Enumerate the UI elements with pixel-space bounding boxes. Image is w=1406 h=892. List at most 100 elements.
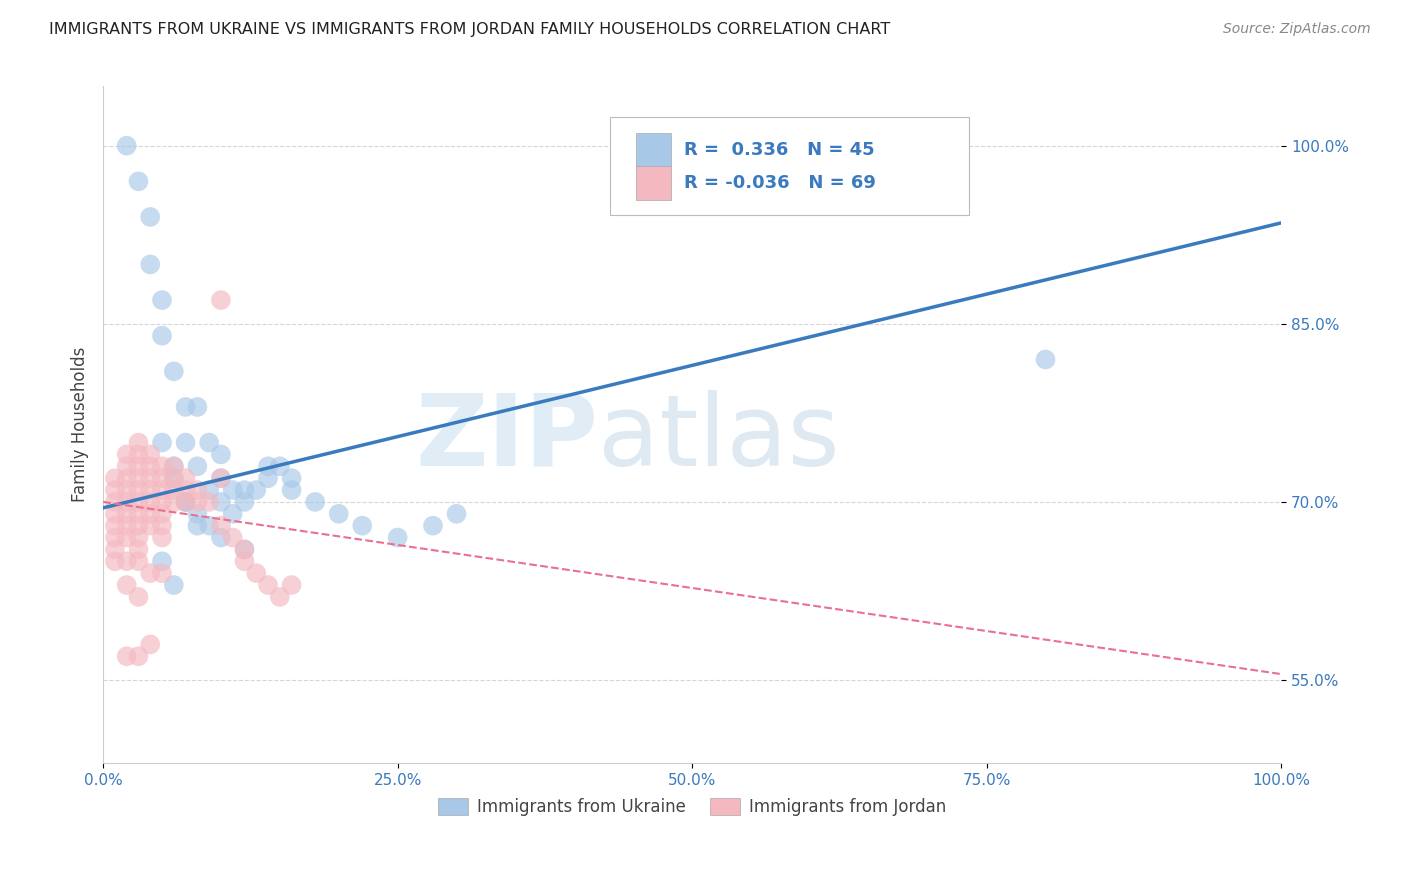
- Point: [139, 447, 162, 461]
- Text: atlas: atlas: [598, 390, 839, 487]
- Point: [150, 293, 173, 307]
- Point: [233, 542, 256, 557]
- Point: [233, 554, 256, 568]
- Point: [174, 435, 197, 450]
- Point: [127, 483, 149, 497]
- Point: [186, 483, 208, 497]
- Point: [104, 518, 127, 533]
- FancyBboxPatch shape: [610, 117, 969, 215]
- Point: [139, 637, 162, 651]
- Point: [163, 471, 186, 485]
- Point: [257, 471, 280, 485]
- Point: [115, 138, 138, 153]
- Point: [280, 578, 302, 592]
- Point: [139, 459, 162, 474]
- Text: R =  0.336   N = 45: R = 0.336 N = 45: [683, 141, 875, 159]
- Point: [139, 495, 162, 509]
- Point: [186, 507, 208, 521]
- Point: [115, 507, 138, 521]
- Point: [174, 400, 197, 414]
- Point: [127, 507, 149, 521]
- Point: [198, 495, 221, 509]
- Point: [163, 459, 186, 474]
- Point: [163, 364, 186, 378]
- Point: [269, 459, 291, 474]
- Point: [233, 495, 256, 509]
- Point: [127, 459, 149, 474]
- Point: [209, 471, 232, 485]
- Point: [139, 507, 162, 521]
- FancyBboxPatch shape: [636, 133, 671, 167]
- Point: [139, 471, 162, 485]
- Point: [139, 518, 162, 533]
- Point: [186, 400, 208, 414]
- Point: [198, 518, 221, 533]
- Point: [174, 495, 197, 509]
- Point: [174, 483, 197, 497]
- Point: [150, 483, 173, 497]
- Point: [150, 554, 173, 568]
- Text: ZIP: ZIP: [415, 390, 598, 487]
- Text: R = -0.036   N = 69: R = -0.036 N = 69: [683, 174, 876, 192]
- Legend: Immigrants from Ukraine, Immigrants from Jordan: Immigrants from Ukraine, Immigrants from…: [432, 791, 953, 822]
- Point: [104, 554, 127, 568]
- Point: [163, 578, 186, 592]
- Point: [115, 483, 138, 497]
- Text: Source: ZipAtlas.com: Source: ZipAtlas.com: [1223, 22, 1371, 37]
- Point: [222, 531, 245, 545]
- Point: [186, 459, 208, 474]
- Text: IMMIGRANTS FROM UKRAINE VS IMMIGRANTS FROM JORDAN FAMILY HOUSEHOLDS CORRELATION : IMMIGRANTS FROM UKRAINE VS IMMIGRANTS FR…: [49, 22, 890, 37]
- Point: [115, 578, 138, 592]
- Point: [269, 590, 291, 604]
- Point: [209, 471, 232, 485]
- Point: [150, 459, 173, 474]
- Point: [139, 257, 162, 271]
- Point: [115, 447, 138, 461]
- Y-axis label: Family Households: Family Households: [72, 347, 89, 502]
- Point: [104, 531, 127, 545]
- Point: [1035, 352, 1057, 367]
- Point: [139, 210, 162, 224]
- Point: [352, 518, 374, 533]
- Point: [104, 471, 127, 485]
- Point: [127, 447, 149, 461]
- Point: [446, 507, 468, 521]
- Point: [233, 542, 256, 557]
- Point: [245, 566, 267, 581]
- Point: [198, 483, 221, 497]
- Point: [209, 518, 232, 533]
- Point: [139, 483, 162, 497]
- Point: [328, 507, 350, 521]
- Point: [280, 471, 302, 485]
- Point: [150, 495, 173, 509]
- Point: [163, 471, 186, 485]
- Point: [150, 328, 173, 343]
- Point: [209, 447, 232, 461]
- Point: [209, 531, 232, 545]
- Point: [127, 495, 149, 509]
- Point: [115, 495, 138, 509]
- Point: [387, 531, 409, 545]
- Point: [127, 554, 149, 568]
- Point: [139, 566, 162, 581]
- Point: [150, 531, 173, 545]
- FancyBboxPatch shape: [636, 166, 671, 200]
- Point: [150, 566, 173, 581]
- Point: [422, 518, 444, 533]
- Point: [174, 471, 197, 485]
- Point: [115, 649, 138, 664]
- Point: [127, 471, 149, 485]
- Point: [127, 542, 149, 557]
- Point: [127, 518, 149, 533]
- Point: [209, 293, 232, 307]
- Point: [222, 483, 245, 497]
- Point: [163, 459, 186, 474]
- Point: [104, 507, 127, 521]
- Point: [104, 483, 127, 497]
- Point: [163, 495, 186, 509]
- Point: [150, 471, 173, 485]
- Point: [115, 471, 138, 485]
- Point: [127, 649, 149, 664]
- Point: [174, 495, 197, 509]
- Point: [115, 554, 138, 568]
